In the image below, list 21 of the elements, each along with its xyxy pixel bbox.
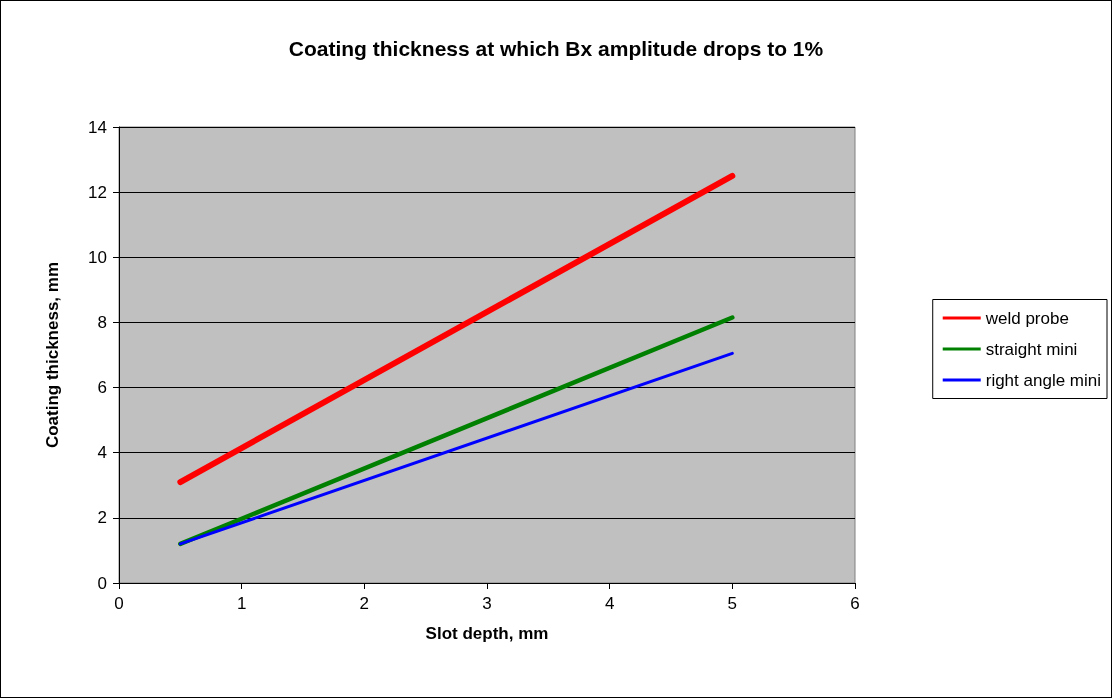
y-tick-label: 8: [97, 312, 107, 332]
legend-label: right angle mini: [985, 370, 1101, 390]
x-tick-label: 6: [850, 594, 860, 613]
legend-label: straight mini: [985, 339, 1078, 359]
y-axis-title: Coating thickness, mm: [43, 261, 62, 449]
x-tick-label: 3: [482, 594, 492, 613]
x-tick-label: 2: [359, 594, 370, 613]
x-tick-label: 1: [236, 594, 247, 613]
y-tick-label: 4: [97, 443, 107, 463]
y-tick-label: 14: [88, 117, 107, 137]
x-tick-label: 5: [727, 594, 738, 613]
x-tick-label: 0: [114, 594, 124, 613]
y-tick-label: 2: [97, 508, 107, 528]
y-tick-label: 0: [97, 573, 107, 593]
x-axis-title: Slot depth, mm: [425, 624, 549, 643]
y-tick-label: 6: [97, 378, 107, 398]
y-tick-label: 12: [88, 182, 107, 202]
y-tick-label: 10: [88, 247, 107, 267]
chart-title: Coating thickness at which Bx amplitude drops to 1%: [288, 37, 824, 60]
x-tick-label: 4: [604, 594, 615, 613]
legend-label: weld probe: [984, 308, 1069, 328]
